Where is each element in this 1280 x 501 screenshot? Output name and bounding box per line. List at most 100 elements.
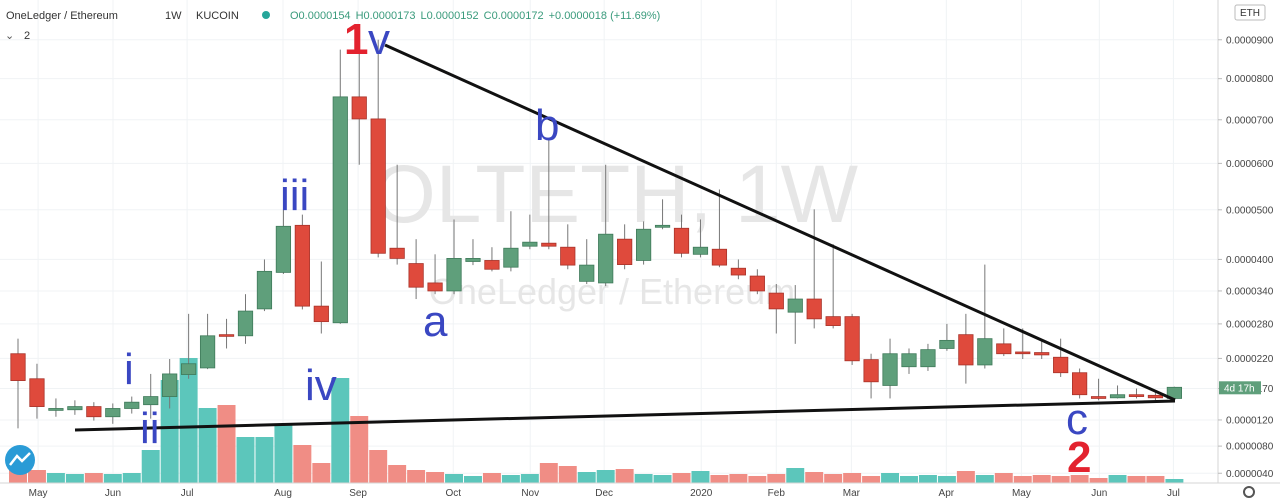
candle-body [256, 270, 273, 310]
candle-body [787, 298, 803, 313]
y-tick-label: 0.0000500 [1226, 205, 1274, 216]
x-tick-label: Jul [181, 488, 194, 499]
volume-bar [501, 475, 520, 483]
volume-bar [691, 471, 710, 483]
y-tick-label: 0.0000080 [1226, 442, 1274, 453]
annotation: c [1066, 395, 1088, 444]
candle-body [86, 406, 102, 418]
ohlc-value: O0.0000154 [290, 10, 351, 22]
y-tick-label: 0.0000600 [1226, 159, 1274, 170]
trendline [74, 399, 1176, 432]
volume-bar [388, 465, 407, 483]
candle-body [1034, 352, 1050, 356]
price-axis: 0.0000900 0.0000800 0.0000700 0.0000600 0.00… [1218, 35, 1274, 480]
volume-bar [1032, 475, 1051, 483]
volume-bar [1089, 478, 1108, 483]
legend: OneLedger / Ethereum 1W KUCOIN O0.000015… [5, 10, 660, 42]
y-tick-label: 0.0000220 [1226, 354, 1274, 365]
x-tick-label: 2020 [690, 488, 713, 499]
candle-body [105, 408, 121, 418]
volume-bar [918, 475, 937, 483]
volume-bar [27, 470, 46, 483]
candle-body [67, 406, 83, 411]
volume-bar [482, 473, 501, 483]
y-tick-label: 0.0000040 [1226, 469, 1274, 480]
volume-bar [255, 437, 274, 483]
volume-bar [748, 476, 767, 483]
volume-bar [198, 408, 217, 483]
annotation: a [423, 297, 448, 346]
candle-body [48, 408, 64, 411]
volume-bar [1051, 476, 1070, 483]
volume-bar [426, 472, 445, 483]
x-tick-label: May [29, 488, 48, 499]
volume-bar [46, 473, 65, 483]
volume-bar [862, 476, 881, 483]
candle-body [692, 246, 709, 255]
volume-bar [520, 474, 539, 483]
candle-layer [10, 39, 1183, 429]
y-tick-label: 0.0000800 [1226, 74, 1274, 85]
volume-bar [634, 474, 653, 483]
volume-bar [710, 475, 729, 483]
time-axis: May Jun Jul Aug Sep Oct Nov Dec 2020 Feb Mar Apr May… [29, 488, 1180, 499]
x-tick-label: Nov [521, 488, 539, 499]
candle-body [541, 242, 557, 247]
volume-bar [160, 380, 179, 483]
ohlc-value: C0.0000172 [484, 10, 544, 22]
volume-bar [994, 473, 1013, 483]
volume-bar [217, 405, 236, 483]
candle-body [427, 282, 443, 292]
candle-body [351, 96, 367, 120]
volume-bar [577, 472, 596, 483]
indicator-count[interactable]: 2 [24, 30, 30, 42]
indicator-toggle[interactable]: ⌄ [5, 30, 14, 42]
volume-bar [786, 468, 805, 483]
y-tick-label: 0.0000340 [1226, 286, 1274, 297]
candle-body [882, 353, 898, 386]
settings-icon[interactable] [1243, 486, 1255, 498]
x-tick-label: Apr [939, 488, 955, 499]
volume-bar [843, 473, 862, 483]
y-tick-label: 0.0000280 [1226, 319, 1274, 330]
price-axis-panel [1218, 0, 1280, 501]
x-tick-label: Dec [595, 488, 613, 499]
x-tick-label: Feb [768, 488, 786, 499]
annotation: b [535, 101, 559, 150]
candle-body [939, 339, 955, 349]
candle-body [844, 316, 860, 362]
volume-bar [596, 470, 615, 483]
volume-bar [103, 474, 122, 483]
ohlc-value: L0.0000152 [421, 10, 479, 22]
candle-body [199, 335, 216, 369]
candle-body [617, 238, 633, 265]
volume-bar [236, 437, 255, 483]
candle-body [1090, 396, 1107, 399]
candle-body [237, 310, 254, 337]
volume-bar [312, 463, 331, 483]
candle-body [1147, 394, 1164, 399]
watermark-symbol: OLTETH, 1W [372, 149, 859, 240]
currency-badge[interactable] [1234, 4, 1266, 21]
annotation: 1 [344, 15, 368, 64]
volume-bar [369, 450, 388, 483]
x-tick-label: Mar [843, 488, 861, 499]
trendline [384, 43, 1176, 402]
candle-body [958, 334, 974, 366]
candle-body [825, 316, 841, 326]
candle-body [181, 363, 197, 375]
candle-body [1015, 351, 1031, 355]
candle-body [446, 258, 462, 292]
candle-body [598, 233, 614, 284]
x-tick-label: May [1012, 488, 1031, 499]
volume-bar [464, 476, 482, 483]
logo-mark [9, 452, 31, 466]
candle-body [522, 241, 538, 247]
annotation: 2 [1067, 433, 1091, 482]
volume-bar [331, 378, 350, 483]
volume-bar [824, 474, 843, 483]
candle-body [484, 260, 500, 270]
volume-bar [179, 358, 198, 483]
